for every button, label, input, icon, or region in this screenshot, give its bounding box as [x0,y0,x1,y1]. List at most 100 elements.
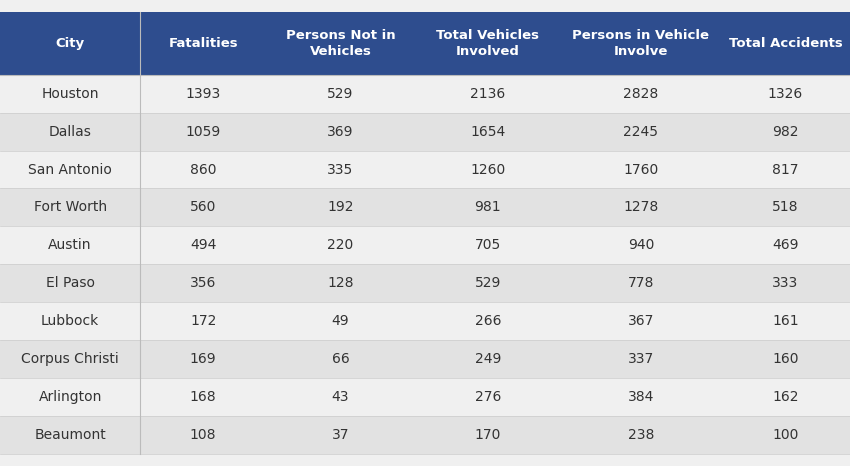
Bar [561,151,721,189]
Bar [266,226,415,265]
Text: 37: 37 [332,428,349,442]
Text: 128: 128 [327,276,354,290]
Bar [721,226,850,265]
Text: 43: 43 [332,391,349,404]
Text: 49: 49 [332,315,349,329]
Text: 367: 367 [627,315,654,329]
Text: 337: 337 [628,352,654,366]
Bar [415,340,561,378]
Text: 2828: 2828 [623,87,659,101]
Text: 705: 705 [475,239,501,253]
Bar [415,302,561,340]
Bar [561,226,721,265]
Bar [140,112,266,151]
Text: 335: 335 [327,163,354,177]
Text: 982: 982 [772,124,799,138]
Text: Corpus Christi: Corpus Christi [21,352,119,366]
Bar [140,302,266,340]
Bar [0,417,140,454]
Bar [415,151,561,189]
Text: 1654: 1654 [470,124,506,138]
Bar [266,417,415,454]
Text: 817: 817 [772,163,799,177]
Bar [0,151,140,189]
Bar [266,112,415,151]
Bar [721,188,850,226]
Bar [0,226,140,265]
Text: 1278: 1278 [623,200,659,214]
Bar [721,378,850,417]
Text: 276: 276 [474,391,502,404]
Text: 249: 249 [474,352,502,366]
Bar [266,302,415,340]
Text: 333: 333 [773,276,798,290]
Bar [561,112,721,151]
Text: 494: 494 [190,239,217,253]
Text: 2136: 2136 [470,87,506,101]
Bar [140,75,266,112]
Text: 162: 162 [772,391,799,404]
Text: 1760: 1760 [623,163,659,177]
Bar [266,75,415,112]
Text: 981: 981 [474,200,502,214]
Bar [561,264,721,302]
Bar [140,226,266,265]
Bar [561,417,721,454]
Text: Beaumont: Beaumont [34,428,106,442]
Text: Dallas: Dallas [48,124,92,138]
Text: 168: 168 [190,391,217,404]
Bar [0,264,140,302]
Text: 356: 356 [190,276,217,290]
Text: Austin: Austin [48,239,92,253]
Text: 1393: 1393 [185,87,221,101]
Text: Total Accidents: Total Accidents [728,37,842,49]
Text: El Paso: El Paso [46,276,94,290]
Bar [0,340,140,378]
Bar [0,188,140,226]
Bar [140,417,266,454]
Text: 369: 369 [327,124,354,138]
Text: Persons in Vehicle
Involve: Persons in Vehicle Involve [572,28,710,58]
Text: San Antonio: San Antonio [28,163,112,177]
Text: Persons Not in
Vehicles: Persons Not in Vehicles [286,28,395,58]
Bar [266,340,415,378]
Bar [0,75,140,112]
Bar [415,264,561,302]
Bar [415,226,561,265]
Bar [415,417,561,454]
Bar [561,188,721,226]
Bar [266,378,415,417]
Bar [0,378,140,417]
Bar [415,112,561,151]
Bar [0,12,140,75]
Bar [0,302,140,340]
Bar [415,75,561,112]
Bar [721,12,850,75]
Text: 169: 169 [190,352,217,366]
Bar [721,112,850,151]
Bar [561,302,721,340]
Bar [140,340,266,378]
Bar [721,340,850,378]
Text: 2245: 2245 [623,124,659,138]
Bar [0,112,140,151]
Bar [266,151,415,189]
Bar [561,75,721,112]
Bar [266,188,415,226]
Text: Lubbock: Lubbock [41,315,99,329]
Bar [561,340,721,378]
Text: 238: 238 [627,428,654,442]
Text: Houston: Houston [42,87,99,101]
Text: 66: 66 [332,352,349,366]
Text: 161: 161 [772,315,799,329]
Text: 160: 160 [772,352,799,366]
Bar [561,378,721,417]
Text: 266: 266 [474,315,502,329]
Bar [140,264,266,302]
Text: 1260: 1260 [470,163,506,177]
Text: 529: 529 [474,276,502,290]
Bar [561,12,721,75]
Text: 1059: 1059 [185,124,221,138]
Text: Fort Worth: Fort Worth [33,200,107,214]
Bar [266,12,415,75]
